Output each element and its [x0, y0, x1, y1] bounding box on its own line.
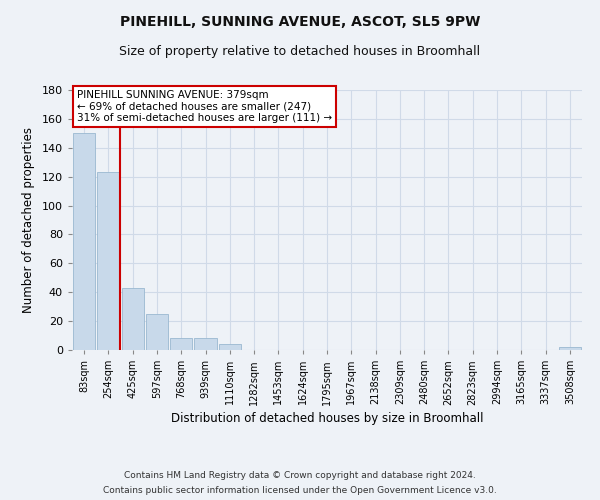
Bar: [73, 134, 95, 350]
Text: Size of property relative to detached houses in Broomhall: Size of property relative to detached ho…: [119, 45, 481, 58]
Bar: [122, 288, 144, 350]
Bar: [170, 338, 193, 350]
X-axis label: Distribution of detached houses by size in Broomhall: Distribution of detached houses by size …: [171, 412, 483, 424]
Text: PINEHILL SUNNING AVENUE: 379sqm
← 69% of detached houses are smaller (247)
31% o: PINEHILL SUNNING AVENUE: 379sqm ← 69% of…: [77, 90, 332, 123]
Bar: [218, 344, 241, 350]
Text: Contains public sector information licensed under the Open Government Licence v3: Contains public sector information licen…: [103, 486, 497, 495]
Text: PINEHILL, SUNNING AVENUE, ASCOT, SL5 9PW: PINEHILL, SUNNING AVENUE, ASCOT, SL5 9PW: [120, 15, 480, 29]
Bar: [194, 338, 217, 350]
Bar: [146, 314, 168, 350]
Y-axis label: Number of detached properties: Number of detached properties: [22, 127, 35, 313]
Bar: [559, 347, 581, 350]
Text: Contains HM Land Registry data © Crown copyright and database right 2024.: Contains HM Land Registry data © Crown c…: [124, 471, 476, 480]
Bar: [97, 172, 119, 350]
